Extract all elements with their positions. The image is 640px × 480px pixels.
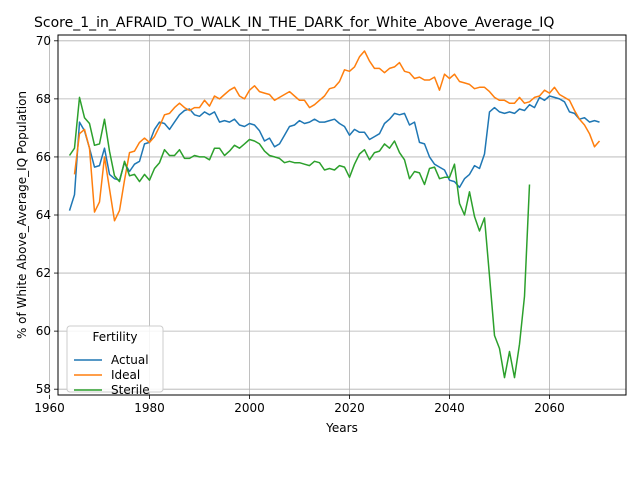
- x-axis-ticks: 1960 1980 2000 2020 2040 2060: [34, 395, 565, 415]
- series-line-actual: [68, 95, 600, 211]
- y-tick-label: 58: [36, 382, 51, 396]
- x-axis-label: Years: [325, 421, 358, 435]
- x-tick-label: 2060: [534, 401, 565, 415]
- y-tick-label: 64: [36, 208, 51, 222]
- y-tick-label: 66: [36, 150, 51, 164]
- legend-label-ideal: Ideal: [111, 368, 140, 382]
- y-tick-label: 68: [36, 92, 51, 106]
- legend-label-sterile: Sterile: [111, 383, 150, 397]
- legend-label-actual: Actual: [111, 353, 149, 367]
- x-tick-label: 1980: [134, 401, 165, 415]
- y-axis-label: % of White Above_Average_IQ Population: [15, 91, 29, 339]
- x-tick-label: 2020: [334, 401, 365, 415]
- y-tick-label: 70: [36, 34, 51, 48]
- series-line-sterile: [68, 96, 531, 379]
- x-tick-label: 1960: [34, 401, 65, 415]
- x-tick-label: 2000: [234, 401, 265, 415]
- y-tick-label: 60: [36, 324, 51, 338]
- chart-title: Score_1_in_AFRAID_TO_WALK_IN_THE_DARK_fo…: [34, 15, 554, 31]
- x-tick-label: 2040: [434, 401, 465, 415]
- series-line-ideal: [73, 50, 601, 222]
- y-tick-label: 62: [36, 266, 51, 280]
- series-lines: [68, 50, 601, 379]
- legend-title: Fertility: [92, 330, 137, 344]
- y-axis-ticks: 58 60 62 64 66 68 70: [36, 34, 58, 396]
